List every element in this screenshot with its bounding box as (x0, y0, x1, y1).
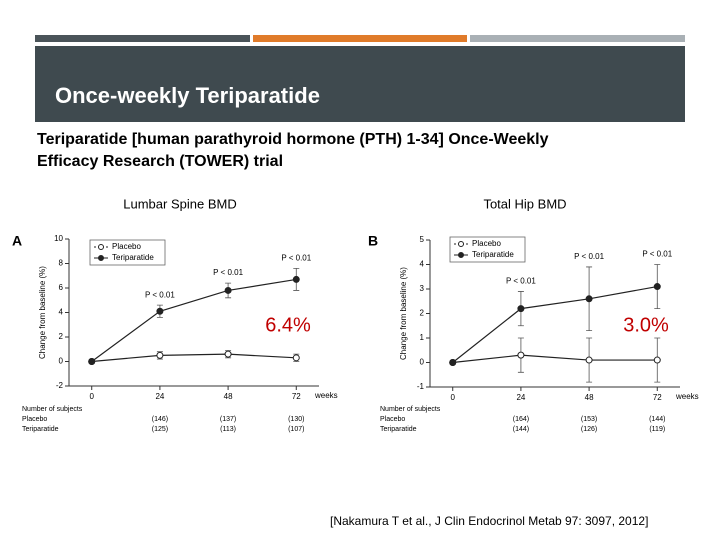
x-tick-label: 0 (451, 393, 456, 402)
data-point (653, 283, 661, 291)
y-tick-label: 2 (420, 309, 425, 318)
chart-title: Lumbar Spine BMD (123, 196, 236, 211)
y-tick-label: 0 (420, 358, 425, 367)
legend-label: Placebo (472, 239, 501, 248)
y-axis-label: Change from baseline (%) (38, 266, 47, 359)
table-count: (126) (581, 426, 597, 433)
x-tick-label: 0 (90, 392, 95, 401)
x-tick-label: 24 (155, 392, 164, 401)
table-count: (153) (581, 416, 597, 423)
table-row-label: Teriparatide (22, 426, 59, 433)
p-value: P < 0.01 (145, 290, 175, 299)
legend-marker (458, 252, 464, 258)
legend-label: Teriparatide (472, 250, 514, 259)
y-tick-label: 3 (420, 284, 425, 293)
table-count: (119) (649, 426, 665, 433)
accent-bar (35, 35, 250, 42)
data-point (585, 356, 593, 364)
x-tick-label: 24 (516, 393, 525, 402)
data-point (156, 351, 164, 359)
p-value: P < 0.01 (213, 268, 243, 277)
subtitle: Efficacy Research (TOWER) trial (37, 153, 283, 170)
data-point (449, 359, 457, 366)
slide-title: Once-weekly Teriparatide (55, 83, 320, 108)
y-tick-label: 4 (420, 260, 425, 269)
table-header: Number of subjects (22, 406, 83, 413)
y-tick-label: 1 (420, 333, 425, 342)
accent-bar (253, 35, 467, 42)
panel-label: A (12, 233, 22, 249)
y-tick-label: -2 (56, 381, 64, 390)
series-line (91, 278, 297, 362)
y-tick-label: -1 (417, 382, 425, 391)
y-tick-label: 0 (59, 357, 64, 366)
x-tick-label: 48 (224, 392, 233, 401)
table-row-label: Placebo (380, 416, 405, 423)
data-point (517, 305, 525, 313)
legend-marker (98, 255, 104, 261)
x-tick-label: 48 (585, 393, 594, 402)
data-point (156, 307, 164, 315)
callout: 6.4% (265, 314, 311, 336)
legend-box (449, 236, 526, 263)
table-count: (164) (513, 416, 529, 423)
y-tick-label: 4 (59, 308, 64, 317)
x-axis-label: weeks (675, 392, 699, 401)
legend-label: Teriparatide (112, 253, 154, 262)
data-point (224, 286, 232, 294)
header-band (35, 46, 685, 122)
table-count: (130) (288, 416, 304, 423)
table-count: (107) (288, 426, 304, 433)
data-point (292, 354, 300, 362)
p-value: P < 0.01 (506, 277, 536, 286)
table-count: (144) (513, 426, 529, 433)
y-tick-label: 10 (54, 234, 63, 243)
y-axis-label: Change from baseline (%) (399, 267, 408, 360)
series-line (452, 285, 658, 363)
table-count: (113) (220, 426, 236, 433)
y-tick-label: 2 (59, 332, 64, 341)
y-tick-label: 6 (59, 283, 64, 292)
y-tick-label: 5 (420, 235, 425, 244)
data-point (292, 275, 300, 283)
series-line (91, 353, 297, 363)
y-tick-label: 8 (59, 259, 64, 268)
data-point (88, 358, 96, 365)
panel-label: B (368, 233, 378, 249)
x-tick-label: 72 (292, 392, 301, 401)
x-tick-label: 72 (653, 393, 662, 402)
table-count: (144) (649, 416, 665, 423)
data-point (224, 350, 232, 358)
table-count: (137) (220, 416, 236, 423)
legend-marker (458, 241, 464, 247)
legend-marker (98, 244, 104, 250)
legend-label: Placebo (112, 242, 141, 251)
data-point (517, 351, 525, 359)
table-header: Number of subjects (380, 406, 441, 413)
subtitle: Teriparatide [human parathyroid hormone … (37, 131, 549, 148)
citation: [Nakamura T et al., J Clin Endocrinol Me… (330, 514, 648, 528)
p-value: P < 0.01 (281, 254, 311, 263)
table-row-label: Placebo (22, 416, 47, 423)
legend-box (89, 239, 166, 266)
series-line (452, 354, 658, 364)
data-point (653, 356, 661, 364)
accent-bar (470, 35, 685, 42)
x-axis-label: weeks (314, 391, 338, 400)
p-value: P < 0.01 (574, 252, 604, 261)
table-count: (146) (152, 416, 168, 423)
callout: 3.0% (623, 314, 669, 336)
table-count: (125) (152, 426, 168, 433)
table-row-label: Teriparatide (380, 426, 417, 433)
chart-title: Total Hip BMD (483, 196, 566, 211)
data-point (585, 295, 593, 303)
p-value: P < 0.01 (642, 250, 672, 259)
